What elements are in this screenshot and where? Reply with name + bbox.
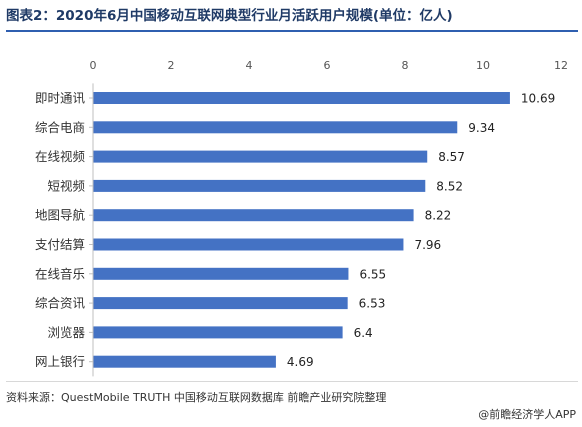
value-label: 9.34	[468, 121, 495, 135]
value-label: 6.55	[359, 267, 386, 281]
bar	[93, 150, 428, 163]
value-label: 4.69	[287, 355, 314, 369]
bar	[93, 209, 414, 222]
bar	[93, 267, 349, 280]
category-label: 综合电商	[35, 120, 85, 135]
bar	[93, 297, 348, 310]
x-tick-label: 12	[554, 59, 568, 72]
bar	[93, 326, 343, 339]
category-label: 支付结算	[35, 237, 85, 252]
x-tick-label: 0	[90, 59, 97, 72]
value-label: 8.52	[436, 179, 463, 193]
value-label: 8.22	[425, 209, 452, 223]
category-label: 综合资讯	[35, 296, 86, 311]
x-axis-ticks: 0 2 4 6 8 10 12	[90, 59, 569, 72]
category-label: 在线视频	[35, 149, 86, 164]
bar	[93, 179, 426, 192]
category-label: 地图导航	[35, 208, 86, 223]
footer-divider	[6, 381, 578, 382]
category-label: 即时通讯	[35, 91, 86, 106]
x-tick-label: 8	[402, 59, 409, 72]
x-tick-label: 6	[324, 59, 331, 72]
value-label: 6.4	[354, 326, 373, 340]
bar	[93, 238, 404, 251]
value-label: 10.69	[521, 92, 555, 106]
category-label: 浏览器	[47, 325, 85, 340]
x-tick-label: 10	[476, 59, 490, 72]
brand-credit: @前瞻经济学人APP	[478, 408, 576, 421]
title-divider	[6, 30, 578, 32]
source-note: 资料来源：QuestMobile TRUTH 中国移动互联网数据库 前瞻产业研究…	[6, 391, 387, 404]
category-label: 网上银行	[35, 354, 85, 369]
value-label: 8.57	[438, 150, 465, 164]
bar	[93, 92, 510, 104]
x-tick-label: 4	[246, 59, 253, 72]
category-label: 在线音乐	[35, 266, 85, 281]
bar	[93, 355, 276, 368]
bars: 10.69 9.34 8.57 8.52 8.22 7.96 6.55 6.53 6.4 4.69	[93, 92, 555, 369]
category-label: 短视频	[47, 178, 85, 193]
value-label: 6.53	[359, 297, 386, 311]
chart-title: 图表2：2020年6月中国移动互联网典型行业月活跃用户规模(单位：亿人)	[6, 8, 453, 24]
bar	[93, 121, 458, 134]
value-label: 7.96	[414, 238, 441, 252]
x-tick-label: 2	[168, 59, 175, 72]
